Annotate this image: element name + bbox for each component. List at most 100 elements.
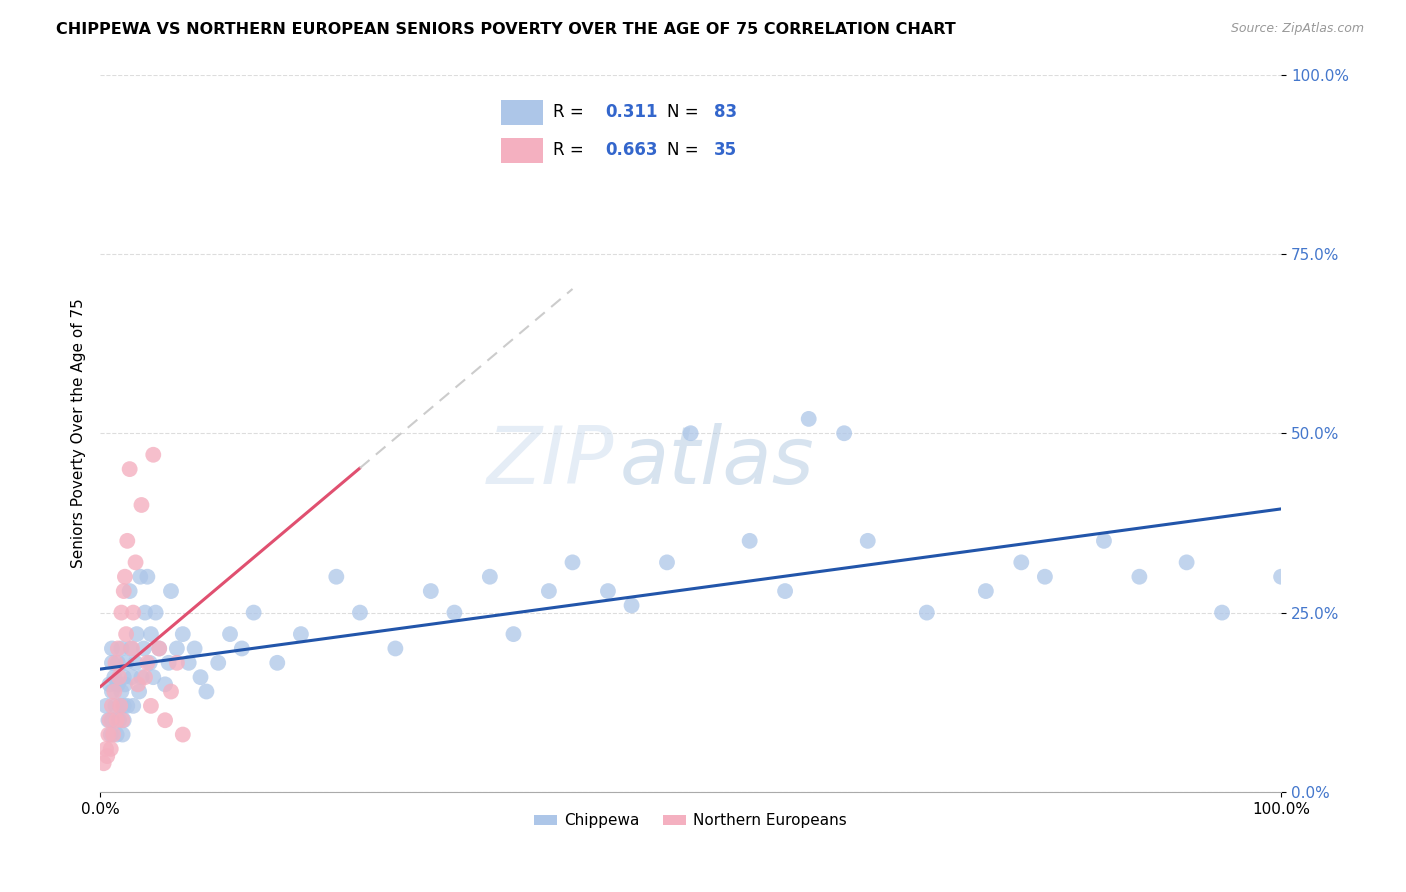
Point	[266, 656, 288, 670]
Point	[325, 570, 347, 584]
Point	[142, 670, 165, 684]
Point	[127, 677, 149, 691]
Point	[502, 627, 524, 641]
Point	[115, 656, 138, 670]
Point	[118, 462, 141, 476]
Point	[112, 670, 135, 684]
Point	[101, 713, 124, 727]
Point	[101, 728, 124, 742]
Point	[738, 533, 761, 548]
Point	[98, 677, 121, 691]
Point	[139, 698, 162, 713]
Point	[105, 713, 128, 727]
Point	[1033, 570, 1056, 584]
Point	[131, 498, 153, 512]
Point	[797, 412, 820, 426]
Point	[172, 627, 194, 641]
Point	[136, 656, 159, 670]
Point	[561, 555, 583, 569]
Legend: Chippewa, Northern Europeans: Chippewa, Northern Europeans	[527, 807, 853, 835]
Point	[139, 627, 162, 641]
Point	[107, 677, 129, 691]
Point	[121, 670, 143, 684]
Point	[125, 627, 148, 641]
Point	[124, 656, 146, 670]
Point	[111, 713, 134, 727]
Point	[122, 698, 145, 713]
Point	[195, 684, 218, 698]
Point	[915, 606, 938, 620]
Point	[183, 641, 205, 656]
Point	[108, 713, 131, 727]
Point	[131, 670, 153, 684]
Point	[157, 656, 180, 670]
Point	[97, 728, 120, 742]
Point	[384, 641, 406, 656]
Point	[105, 728, 128, 742]
Point	[110, 606, 132, 620]
Point	[142, 448, 165, 462]
Point	[110, 641, 132, 656]
Point	[108, 670, 131, 684]
Point	[1270, 570, 1292, 584]
Point	[166, 656, 188, 670]
Point	[148, 641, 170, 656]
Point	[219, 627, 242, 641]
Point	[129, 570, 152, 584]
Point	[111, 728, 134, 742]
Point	[112, 713, 135, 727]
Point	[856, 533, 879, 548]
Point	[478, 570, 501, 584]
Point	[101, 684, 124, 698]
Point	[121, 641, 143, 656]
Point	[620, 599, 643, 613]
Point	[93, 756, 115, 771]
Point	[231, 641, 253, 656]
Point	[242, 606, 264, 620]
Point	[94, 698, 117, 713]
Text: atlas: atlas	[620, 423, 814, 501]
Point	[172, 728, 194, 742]
Point	[115, 627, 138, 641]
Point	[132, 641, 155, 656]
Point	[290, 627, 312, 641]
Point	[148, 641, 170, 656]
Point	[103, 670, 125, 684]
Point	[114, 677, 136, 691]
Point	[145, 606, 167, 620]
Point	[160, 584, 183, 599]
Point	[177, 656, 200, 670]
Point	[117, 698, 139, 713]
Point	[537, 584, 560, 599]
Point	[112, 584, 135, 599]
Point	[110, 684, 132, 698]
Point	[124, 555, 146, 569]
Point	[1211, 606, 1233, 620]
Point	[773, 584, 796, 599]
Point	[190, 670, 212, 684]
Text: ZIP: ZIP	[486, 423, 614, 501]
Point	[679, 426, 702, 441]
Point	[166, 641, 188, 656]
Point	[100, 742, 122, 756]
Point	[108, 698, 131, 713]
Point	[100, 728, 122, 742]
Point	[134, 606, 156, 620]
Point	[97, 713, 120, 727]
Point	[349, 606, 371, 620]
Point	[1092, 533, 1115, 548]
Point	[107, 641, 129, 656]
Point	[419, 584, 441, 599]
Point	[118, 584, 141, 599]
Point	[1010, 555, 1032, 569]
Point	[832, 426, 855, 441]
Point	[655, 555, 678, 569]
Point	[98, 713, 121, 727]
Point	[974, 584, 997, 599]
Point	[134, 670, 156, 684]
Point	[596, 584, 619, 599]
Point	[103, 684, 125, 698]
Text: Source: ZipAtlas.com: Source: ZipAtlas.com	[1230, 22, 1364, 36]
Point	[108, 698, 131, 713]
Point	[1128, 570, 1150, 584]
